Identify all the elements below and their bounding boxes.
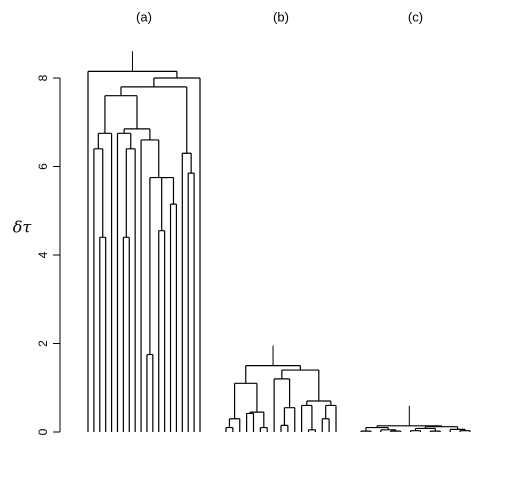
dendrogram-link	[321, 418, 330, 432]
dendrogram-link	[125, 148, 136, 432]
dendrogram-link	[225, 426, 234, 432]
panel-title: (a)	[136, 9, 152, 24]
panel-title: (b)	[273, 9, 289, 24]
dendrogram-link	[149, 176, 168, 355]
dendrogram-link	[409, 430, 422, 432]
y-tick-label: 0	[36, 428, 50, 435]
dendrogram-link	[283, 407, 296, 432]
y-tick-label: 2	[36, 340, 50, 347]
dendrogram-link	[93, 148, 104, 432]
dendrogram-link	[301, 404, 313, 432]
dendrogram-link	[306, 400, 332, 406]
dendrogram-link	[280, 424, 289, 432]
y-tick-label: 6	[36, 163, 50, 170]
dendrogram-link	[97, 132, 113, 432]
y-tick-label: 8	[36, 74, 50, 81]
dendrogram-link	[187, 172, 195, 432]
dendrogram-link	[123, 128, 151, 140]
dendrogram-link	[169, 203, 178, 432]
dendrogram-link	[246, 412, 255, 432]
dendrogram-link	[99, 236, 107, 432]
dendrogram-link	[146, 353, 154, 432]
y-tick-label: 4	[36, 251, 50, 258]
dendrogram-link	[281, 369, 320, 402]
dendrogram-link	[273, 378, 291, 432]
dendrogram-link	[390, 430, 402, 432]
y-axis-label: δτ	[13, 218, 33, 237]
dendrogram-link	[259, 426, 268, 432]
dendrogram-link	[116, 132, 132, 432]
dendrogram-link	[181, 152, 192, 432]
dendrogram-link	[380, 429, 397, 432]
dendrogram-link	[122, 236, 130, 432]
dendrogram-link	[360, 430, 372, 432]
dendrogram-link	[249, 411, 265, 428]
dendrogram-link	[429, 430, 441, 432]
dendrogram-link	[104, 95, 138, 134]
panel-title: (c)	[408, 9, 423, 24]
dendrogram-link	[87, 70, 178, 432]
dendrogram-link	[228, 418, 241, 432]
dendrogram-link	[459, 430, 471, 432]
dendrogram-link	[158, 230, 166, 432]
dendrogram-link	[245, 365, 301, 384]
dendrogram-link	[307, 429, 316, 432]
